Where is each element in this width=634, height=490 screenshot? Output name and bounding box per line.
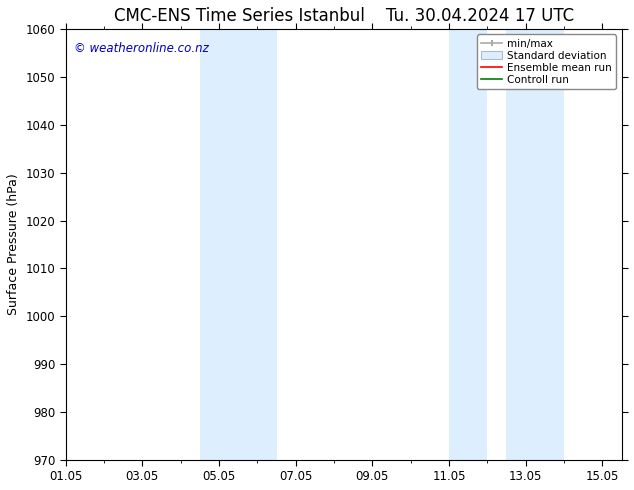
Bar [507,29,564,460]
Legend: min/max, Standard deviation, Ensemble mean run, Controll run: min/max, Standard deviation, Ensemble me… [477,34,616,89]
Title: CMC-ENS Time Series Istanbul    Tu. 30.04.2024 17 UTC: CMC-ENS Time Series Istanbul Tu. 30.04.2… [113,7,574,25]
Text: © weatheronline.co.nz: © weatheronline.co.nz [74,42,209,55]
Y-axis label: Surface Pressure (hPa): Surface Pressure (hPa) [7,173,20,316]
Bar [200,29,276,460]
Bar [449,29,488,460]
